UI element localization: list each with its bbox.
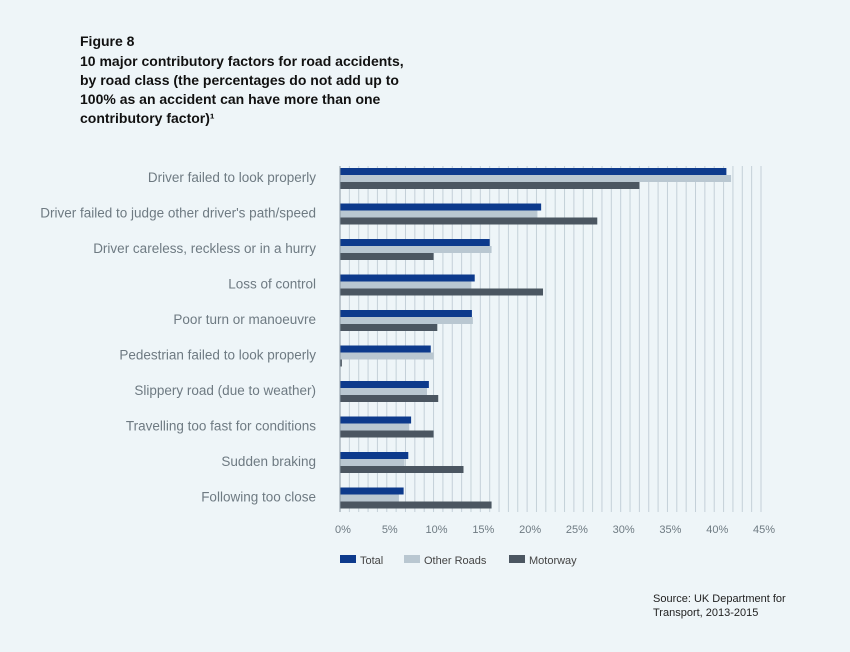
x-tick-label: 30% — [613, 524, 635, 536]
bar-other-roads — [340, 175, 732, 182]
bar-other-roads — [340, 459, 405, 466]
x-tick-label: 40% — [706, 524, 728, 536]
category-label: Sudden braking — [221, 454, 316, 469]
bar-total — [340, 239, 490, 246]
bar-total — [340, 452, 409, 459]
category-label: Driver failed to look properly — [148, 170, 316, 185]
x-tick-label: 5% — [382, 524, 398, 536]
legend-label: Total — [360, 555, 383, 567]
x-tick-label: 25% — [566, 524, 588, 536]
x-tick-label: 15% — [472, 524, 494, 536]
bar-other-roads — [340, 494, 399, 502]
bar-motorway — [340, 182, 640, 189]
category-label: Travelling too fast for conditions — [126, 419, 316, 434]
legend-label: Other Roads — [424, 555, 487, 567]
bar-other-roads — [340, 423, 410, 431]
x-tick-label: 45% — [753, 524, 775, 536]
category-label: Poor turn or manoeuvre — [173, 312, 316, 327]
category-label: Driver failed to judge other driver's pa… — [40, 206, 316, 221]
bar-motorway — [340, 288, 544, 296]
category-label: Slippery road (due to weather) — [134, 383, 316, 398]
figure-label: Figure 8 — [80, 33, 135, 49]
bar-total — [340, 274, 475, 282]
category-label: Pedestrian failed to look properly — [119, 348, 316, 363]
category-label: Driver careless, reckless or in a hurry — [93, 241, 316, 256]
bar-other-roads — [340, 388, 428, 395]
chart-title: 10 major contributory factors for road a… — [80, 53, 404, 126]
legend-swatch — [509, 555, 525, 563]
bar-motorway — [340, 395, 439, 402]
bar-total — [340, 203, 542, 211]
bar-other-roads — [340, 210, 538, 218]
bar-other-roads — [340, 317, 473, 324]
bar-total — [340, 381, 429, 388]
bar-other-roads — [340, 281, 471, 289]
bar-total — [340, 416, 412, 424]
x-tick-label: 10% — [426, 524, 448, 536]
x-tick-label: 20% — [519, 524, 541, 536]
bar-motorway — [340, 466, 464, 473]
bar-motorway — [340, 253, 434, 260]
legend-swatch — [340, 555, 356, 563]
legend-swatch — [404, 555, 420, 563]
bar-other-roads — [340, 246, 492, 253]
bar-total — [340, 310, 472, 317]
legend-label: Motorway — [529, 555, 577, 567]
bar-total — [340, 168, 727, 175]
bar-motorway — [340, 217, 598, 225]
category-label: Following too close — [201, 490, 316, 505]
source-note: Source: UK Department for Transport, 201… — [653, 593, 786, 619]
bar-motorway — [340, 324, 438, 331]
category-label: Loss of control — [228, 277, 316, 292]
bar-motorway — [340, 359, 342, 367]
bar-other-roads — [340, 352, 434, 360]
bar-total — [340, 345, 431, 353]
x-tick-label: 35% — [659, 524, 681, 536]
bar-motorway — [340, 430, 434, 438]
x-tick-label: 0% — [335, 524, 351, 536]
bar-total — [340, 487, 404, 495]
bar-motorway — [340, 501, 492, 509]
